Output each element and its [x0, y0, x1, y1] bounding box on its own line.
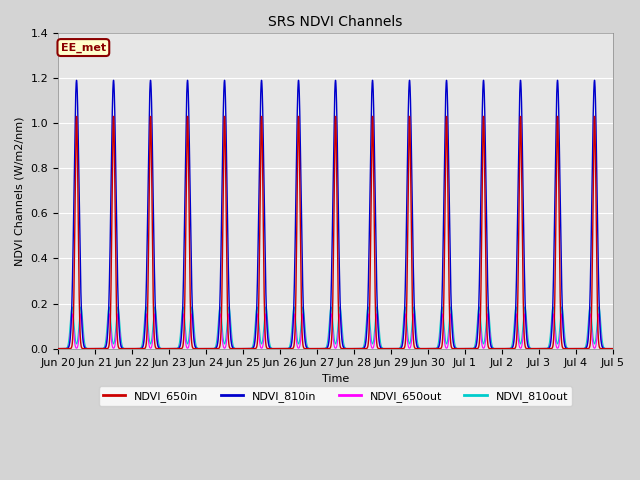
Legend: NDVI_650in, NDVI_810in, NDVI_650out, NDVI_810out: NDVI_650in, NDVI_810in, NDVI_650out, NDV…: [99, 386, 572, 406]
Text: EE_met: EE_met: [61, 42, 106, 53]
X-axis label: Time: Time: [322, 374, 349, 384]
Y-axis label: NDVI Channels (W/m2/nm): NDVI Channels (W/m2/nm): [15, 116, 25, 265]
Title: SRS NDVI Channels: SRS NDVI Channels: [268, 15, 403, 29]
